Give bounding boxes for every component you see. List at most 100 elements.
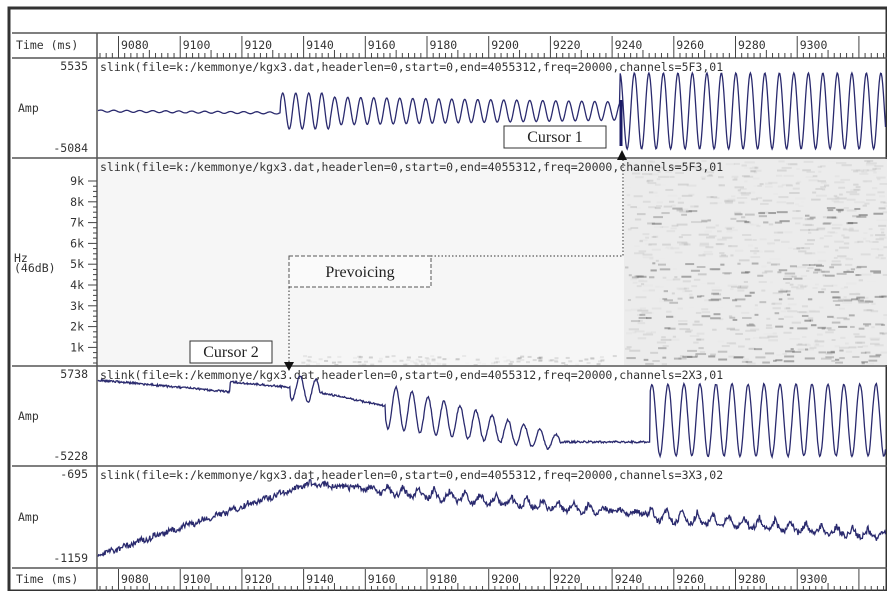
- spectro-speckle: [745, 329, 757, 332]
- spectro-speckle: [816, 333, 823, 336]
- spectro-speckle: [710, 298, 722, 301]
- spectro-speckle: [358, 355, 363, 358]
- spectro-speckle: [788, 303, 797, 305]
- spectro-speckle: [630, 227, 639, 230]
- spectro-speckle: [548, 359, 553, 362]
- spectro-speckle: [858, 301, 869, 304]
- spectro-speckle: [770, 263, 778, 266]
- spectro-speckle: [743, 175, 754, 178]
- spectro-speckle: [789, 283, 794, 286]
- spectro-speckle: [520, 359, 525, 362]
- spectro-speckle: [410, 360, 415, 363]
- spectro-speckle: [719, 184, 723, 186]
- spectro-speckle: [864, 160, 874, 163]
- spectro-speckle: [764, 255, 772, 257]
- spectro-speckle: [363, 360, 368, 363]
- spectro-speckle: [770, 258, 781, 260]
- spectro-speckle: [774, 221, 783, 224]
- spectro-speckle: [701, 177, 706, 180]
- spectro-speckle: [553, 359, 558, 362]
- spectro-speckle: [843, 296, 847, 299]
- spectro-speckle: [734, 213, 743, 216]
- spectro-speckle: [668, 242, 673, 244]
- spectro-speckle: [876, 176, 886, 179]
- spectro-speckle: [425, 360, 430, 363]
- spectro-speckle: [853, 170, 864, 173]
- spectro-speckle: [689, 296, 694, 299]
- spectro-speckle: [863, 309, 872, 312]
- amp-min: -1159: [53, 551, 88, 565]
- spectro-speckle: [758, 281, 767, 284]
- spectro-speckle: [710, 196, 718, 199]
- spectro-speckle: [836, 272, 847, 275]
- spectro-speckle: [713, 197, 720, 200]
- spectro-speckle: [798, 250, 807, 253]
- spectro-speckle: [784, 275, 793, 278]
- spectro-speckle: [785, 282, 790, 285]
- spectro-speckle: [733, 162, 740, 165]
- spectro-speckle: [879, 295, 886, 298]
- spectro-speckle: [760, 202, 769, 205]
- spectro-speckle: [864, 202, 870, 205]
- spectro-speckle: [811, 198, 821, 201]
- spectro-speckle: [853, 188, 861, 191]
- spectro-speckle: [883, 317, 887, 319]
- spectro-speckle: [792, 209, 801, 212]
- spectro-speckle: [704, 299, 714, 302]
- spectro-speckle: [853, 333, 860, 336]
- spectro-speckle: [699, 351, 706, 354]
- spectro-speckle: [834, 175, 840, 178]
- spectro-speckle: [651, 307, 662, 310]
- spectro-speckle: [705, 246, 714, 249]
- spectro-speckle: [763, 333, 772, 335]
- spectro-speckle: [306, 363, 311, 366]
- spectro-speckle: [815, 187, 823, 190]
- spectro-speckle: [303, 355, 308, 358]
- spectro-speckle: [677, 183, 689, 186]
- spectro-speckle: [424, 357, 429, 360]
- spectro-speckle: [720, 263, 725, 266]
- spectro-speckle: [700, 219, 711, 222]
- spectro-speckle: [490, 362, 495, 365]
- spectro-speckle: [550, 359, 555, 362]
- spectro-speckle: [653, 192, 657, 194]
- spectro-speckle: [759, 183, 764, 186]
- spectro-speckle: [866, 199, 876, 202]
- cursor1-label: Cursor 1: [527, 129, 583, 146]
- spectro-speckle: [708, 174, 713, 177]
- spectro-speckle: [814, 340, 825, 343]
- spectro-speckle: [701, 160, 707, 163]
- spectro-speckle: [795, 222, 801, 225]
- spectro-speckle: [665, 170, 673, 173]
- time-tick-label: 9220: [553, 38, 581, 52]
- spectro-speckle: [635, 296, 647, 299]
- spectro-speckle: [818, 291, 825, 294]
- spectro-speckle: [741, 193, 750, 196]
- spectro-speckle: [653, 168, 658, 171]
- spectro-speckle: [821, 188, 826, 191]
- spectro-speckle: [748, 292, 754, 294]
- spectro-speckle: [801, 314, 809, 317]
- spectro-speckle: [831, 216, 838, 219]
- spectro-speckle: [646, 317, 652, 320]
- spectro-speckle: [741, 175, 750, 178]
- spectro-speckle: [841, 234, 845, 237]
- spectro-speckle: [788, 247, 793, 249]
- spectro-speckle: [684, 289, 693, 292]
- spectro-speckle: [784, 231, 792, 233]
- panel-borders: [12, 32, 887, 591]
- spectro-speckle: [701, 308, 709, 311]
- spectro-speckle: [734, 298, 746, 301]
- spectro-speckle: [717, 350, 728, 353]
- spectro-speckle: [701, 315, 711, 318]
- spectro-speckle: [493, 361, 498, 364]
- spectro-speckle: [857, 345, 863, 348]
- spectro-speckle: [578, 359, 583, 362]
- spectro-speckle: [711, 292, 720, 295]
- spectro-speckle: [442, 363, 447, 366]
- spectro-speckle: [418, 360, 423, 363]
- spectro-speckle: [590, 357, 595, 360]
- spectro-speckle: [835, 208, 844, 211]
- spectro-speckle: [437, 362, 442, 365]
- spectro-speckle: [599, 357, 603, 359]
